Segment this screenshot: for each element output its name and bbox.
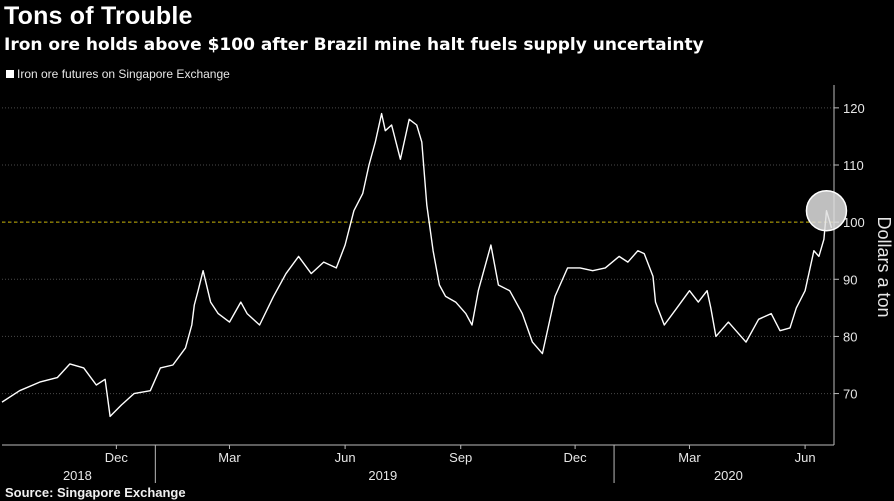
- legend: Iron ore futures on Singapore Exchange: [6, 67, 230, 81]
- year-label-2020: 2020: [714, 468, 743, 483]
- y-tick-100: 100: [843, 215, 865, 230]
- chart-subtitle: Iron ore holds above $100 after Brazil m…: [4, 35, 704, 55]
- x-tick-jun-6: Jun: [795, 450, 816, 465]
- y-tick-120: 120: [843, 101, 865, 116]
- x-tick-sep-3: Sep: [449, 450, 472, 465]
- legend-label: Iron ore futures on Singapore Exchange: [17, 67, 230, 81]
- year-label-2018: 2018: [63, 468, 92, 483]
- y-axis-label: Dollars a ton: [874, 216, 894, 317]
- x-tick-mar-5: Mar: [678, 450, 701, 465]
- source-note: Source: Singapore Exchange: [5, 485, 186, 500]
- x-tick-dec-4: Dec: [564, 450, 588, 465]
- chart-title: Tons of Trouble: [4, 2, 193, 30]
- year-label-2019: 2019: [368, 468, 397, 483]
- grid: [2, 107, 834, 395]
- x-tick-jun-2: Jun: [335, 450, 356, 465]
- legend-swatch: [6, 70, 14, 78]
- x-year-labels: 2018 2019 2020: [63, 445, 743, 483]
- x-tick-dec-0: Dec: [105, 450, 129, 465]
- y-tick-labels: 70 80 90 100 110 120: [834, 101, 865, 402]
- y-tick-80: 80: [843, 329, 857, 344]
- y-tick-90: 90: [843, 272, 857, 287]
- y-tick-70: 70: [843, 387, 857, 402]
- x-tick-mar-1: Mar: [218, 450, 241, 465]
- x-tick-labels: Dec Mar Jun Sep Dec Mar Jun: [105, 445, 816, 465]
- series-line-iron-ore: [1, 112, 833, 418]
- highlight-marker: [805, 189, 848, 232]
- y-tick-110: 110: [843, 158, 864, 173]
